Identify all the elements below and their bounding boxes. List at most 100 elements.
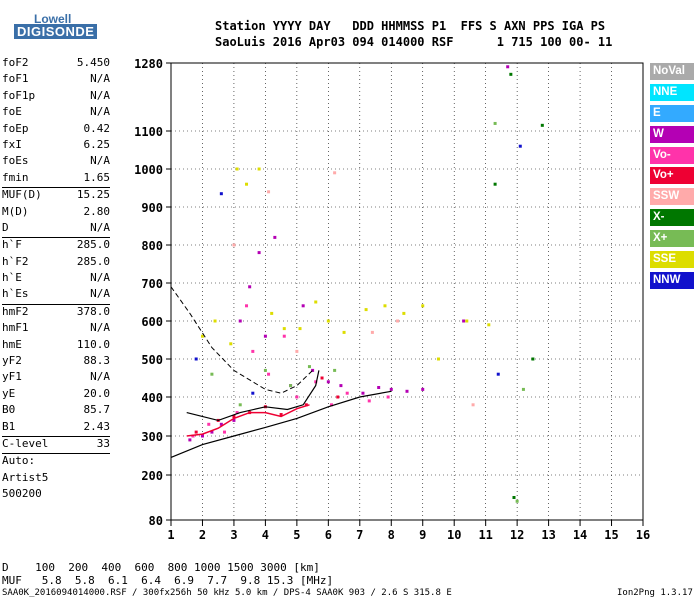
- y-tick-label: 700: [141, 277, 163, 291]
- parameter-name: foE: [2, 105, 22, 119]
- echo-point-ssw: [396, 319, 400, 323]
- parameter-name: C-level: [2, 436, 49, 450]
- plot-frame: [170, 62, 644, 521]
- echo-point-w: [389, 387, 393, 391]
- echo-point-sse: [270, 311, 274, 315]
- x-tick-label: 15: [604, 528, 618, 542]
- legend-item-sse: SSE: [650, 251, 694, 269]
- parameter-row: B0 85.7: [2, 403, 110, 419]
- parameter-row: MUF(D) 15.25: [2, 188, 110, 204]
- parameter-name: h`F2: [2, 254, 29, 268]
- parameter-name: B1: [2, 419, 16, 433]
- footer-file-info: SAA0K_2016094014000.RSF / 300fx256h 50 k…: [2, 588, 452, 598]
- echo-point-x: [238, 403, 242, 407]
- parameter-name: h`E: [2, 271, 22, 285]
- parameter-value: 20.0: [83, 386, 111, 400]
- echo-point-vo: [367, 399, 371, 403]
- x-tick-label: 4: [262, 528, 269, 542]
- echo-point-ssw: [232, 243, 236, 247]
- echo-point-x: [509, 72, 513, 76]
- echo-point-vo: [191, 434, 195, 438]
- parameter-row: foF1 N/A: [2, 72, 110, 88]
- y-tick-label: 1280: [134, 57, 163, 71]
- footer-version: Ion2Png 1.3.17: [617, 588, 693, 598]
- parameter-name: foEs: [2, 154, 29, 168]
- parameter-value: N/A: [90, 105, 110, 119]
- echo-point-x: [263, 368, 267, 372]
- y-tick-label: 300: [141, 430, 163, 444]
- echo-point-w: [361, 391, 365, 395]
- echo-point-w: [326, 380, 330, 384]
- echo-point-sse: [245, 182, 249, 186]
- echo-point-vo: [345, 391, 349, 395]
- echo-point-sse: [298, 327, 302, 331]
- x-tick-label: 1: [167, 528, 174, 542]
- muf-distance-row: D 100 200 400 600 800 1000 1500 3000 [km…: [2, 561, 320, 574]
- echo-point-vo: [386, 395, 390, 399]
- echo-point-vo: [279, 413, 283, 417]
- echo-point-sse: [200, 334, 204, 338]
- parameter-value: 285.0: [76, 238, 110, 252]
- echo-point-w: [506, 65, 510, 69]
- echo-point-w: [421, 387, 425, 391]
- muf-frequency-row: MUF 5.8 5.8 6.1 6.4 6.9 7.7 9.8 15.3 [MH…: [2, 574, 334, 587]
- parameter-row: fmin 1.65: [2, 171, 110, 187]
- parameter-value: 378.0: [76, 304, 110, 318]
- lowell-logo-text: Lowell: [34, 12, 72, 26]
- x-tick-label: 14: [573, 528, 587, 542]
- legend-item-vo: Vo-: [650, 146, 694, 164]
- echo-point-ssw: [370, 330, 374, 334]
- x-tick-label: 5: [293, 528, 300, 542]
- echo-point-w: [462, 319, 466, 323]
- parameter-name: yF1: [2, 370, 22, 384]
- echo-point-x: [493, 182, 497, 186]
- parameter-name: hmE: [2, 337, 22, 351]
- parameter-row: foF1p N/A: [2, 89, 110, 105]
- parameter-name: foF1: [2, 72, 29, 86]
- x-tick-label: 13: [541, 528, 555, 542]
- legend-item-x: X+: [650, 230, 694, 248]
- echo-point-w: [273, 235, 277, 239]
- parameter-name: fmin: [2, 170, 29, 184]
- parameter-value: 33: [96, 436, 110, 450]
- parameter-separator: [2, 187, 110, 189]
- digisonde-logo: DIGISONDE: [14, 24, 98, 39]
- legend-item-x: X-: [650, 209, 694, 227]
- parameter-value: 2.80: [83, 204, 111, 218]
- echo-point-x: [210, 372, 214, 376]
- red-trace-line: [186, 404, 310, 437]
- echo-point-nnw: [219, 192, 223, 196]
- legend-item-e: E: [650, 104, 694, 122]
- echo-point-sse: [326, 319, 330, 323]
- x-tick-label: 11: [478, 528, 492, 542]
- echo-point-vo: [304, 403, 308, 407]
- parameter-row: C-level 33: [2, 437, 110, 453]
- echo-point-vo: [194, 430, 198, 434]
- echo-point-w: [377, 386, 381, 389]
- echo-point-ssw: [295, 349, 299, 353]
- echo-point-sse: [364, 308, 368, 312]
- echo-point-w: [238, 319, 242, 323]
- parameter-name: foF2: [2, 56, 29, 69]
- x-tick-label: 3: [230, 528, 237, 542]
- parameter-name: fxI: [2, 137, 22, 151]
- legend-item-ssw: SSW: [650, 188, 694, 206]
- parameter-name: Auto:: [2, 454, 36, 468]
- echo-point-w: [210, 430, 214, 434]
- parameter-name: hmF1: [2, 321, 29, 335]
- legend-item-nne: NNE: [650, 83, 694, 101]
- parameter-name: D: [2, 220, 9, 234]
- echo-point-ssw: [333, 171, 337, 175]
- parameter-row: M(D) 2.80: [2, 205, 110, 221]
- echo-point-vo: [245, 304, 249, 308]
- parameter-name: Artist5: [2, 470, 49, 484]
- echo-point-w: [257, 251, 261, 255]
- parameter-row: Auto:: [2, 454, 110, 470]
- parameter-value: N/A: [90, 287, 110, 301]
- y-tick-label: 200: [141, 469, 163, 483]
- echo-point-nnw: [518, 144, 522, 148]
- echo-point-sse: [436, 357, 440, 361]
- parameter-value: 0.42: [83, 121, 111, 135]
- parameter-name: 500200: [2, 487, 42, 501]
- parameter-value: 285.0: [76, 254, 110, 268]
